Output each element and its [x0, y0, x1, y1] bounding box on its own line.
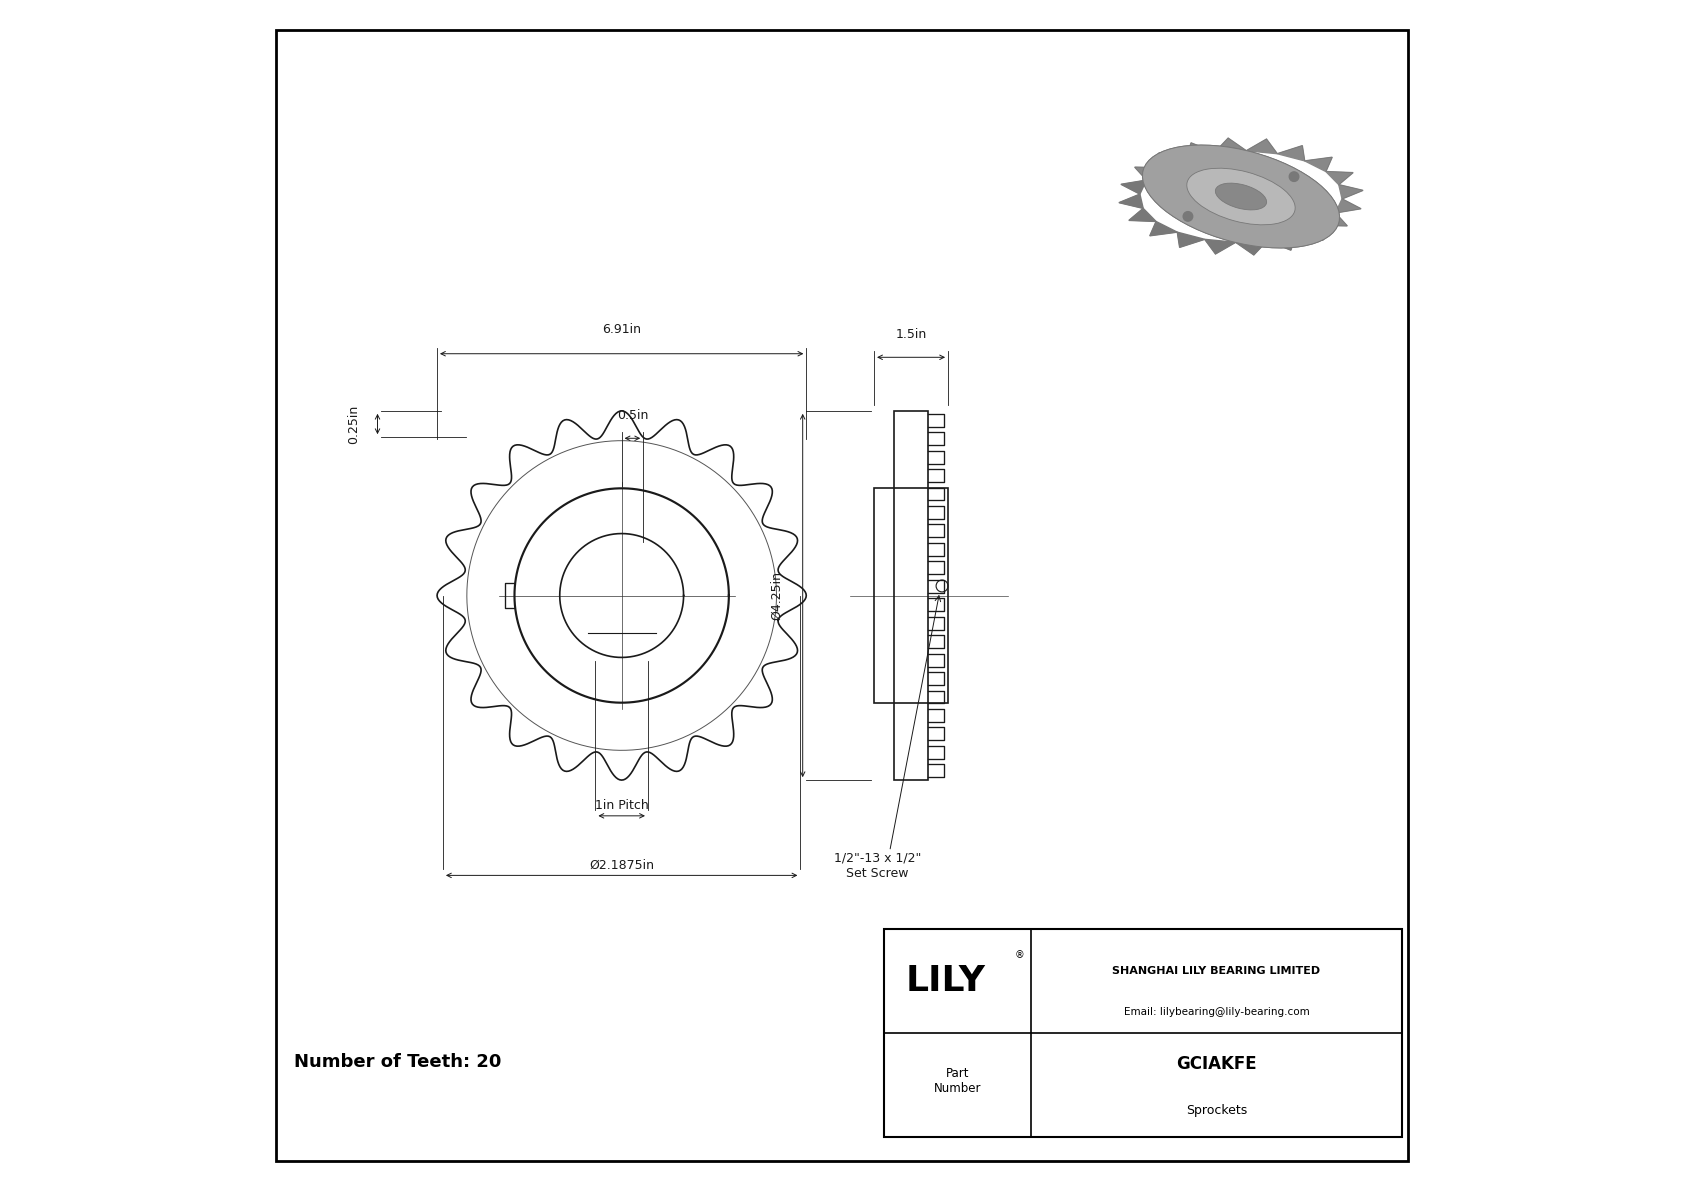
- Polygon shape: [1305, 157, 1332, 172]
- Text: Sprockets: Sprockets: [1186, 1104, 1248, 1117]
- Polygon shape: [1204, 239, 1236, 254]
- Polygon shape: [1186, 143, 1214, 158]
- Ellipse shape: [1142, 145, 1339, 248]
- Polygon shape: [1297, 225, 1324, 241]
- Polygon shape: [1177, 232, 1204, 248]
- Text: 0.25in: 0.25in: [347, 405, 360, 443]
- Polygon shape: [1325, 172, 1352, 185]
- Ellipse shape: [1142, 145, 1339, 248]
- Polygon shape: [1246, 139, 1276, 154]
- Bar: [874, 488, 948, 703]
- Text: 0.5in: 0.5in: [616, 409, 648, 422]
- Text: 1in Pitch: 1in Pitch: [594, 799, 648, 812]
- Text: Ø4.25in: Ø4.25in: [770, 570, 783, 621]
- Text: 1/2"-13 x 1/2"
Set Screw: 1/2"-13 x 1/2" Set Screw: [834, 852, 921, 880]
- Text: SHANGHAI LILY BEARING LIMITED: SHANGHAI LILY BEARING LIMITED: [1113, 966, 1320, 975]
- Polygon shape: [1122, 180, 1147, 194]
- Polygon shape: [1159, 152, 1186, 168]
- Polygon shape: [1214, 138, 1246, 152]
- Circle shape: [1290, 172, 1298, 181]
- Bar: [894, 411, 928, 780]
- Text: 1.5in: 1.5in: [896, 328, 926, 341]
- Text: Part
Number: Part Number: [933, 1067, 982, 1096]
- Polygon shape: [1339, 185, 1362, 199]
- Polygon shape: [1128, 208, 1157, 222]
- Text: LILY: LILY: [906, 964, 985, 998]
- Circle shape: [1184, 212, 1192, 222]
- Polygon shape: [1266, 235, 1297, 250]
- Text: 6.91in: 6.91in: [603, 323, 642, 336]
- Bar: [884, 929, 1401, 1137]
- Polygon shape: [1135, 167, 1162, 180]
- Polygon shape: [1335, 199, 1361, 213]
- Polygon shape: [1150, 222, 1177, 236]
- Polygon shape: [1276, 145, 1305, 161]
- Ellipse shape: [1216, 183, 1266, 210]
- Text: Email: lilybearing@lily-bearing.com: Email: lilybearing@lily-bearing.com: [1123, 1008, 1310, 1017]
- Text: Number of Teeth: 20: Number of Teeth: 20: [295, 1053, 502, 1072]
- Polygon shape: [1118, 194, 1143, 208]
- Text: Ø2.1875in: Ø2.1875in: [589, 859, 653, 872]
- Ellipse shape: [1187, 168, 1295, 225]
- Text: GCIAKFE: GCIAKFE: [1175, 1055, 1256, 1073]
- Polygon shape: [1236, 241, 1266, 255]
- Text: ®: ®: [1014, 950, 1024, 960]
- Polygon shape: [1320, 213, 1347, 226]
